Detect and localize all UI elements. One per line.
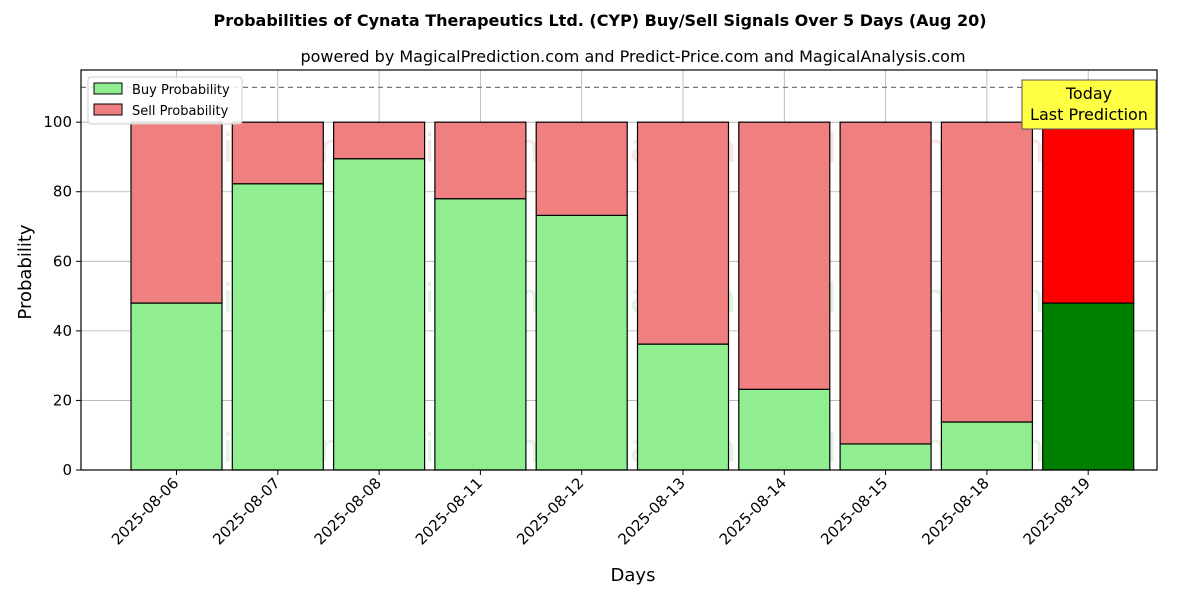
bar-buy — [738, 388, 831, 471]
x-axis-ticks: 2025-08-06 2025-08-07 2025-08-08 2025-08-11… — [108, 470, 1094, 548]
bar-sell — [434, 121, 527, 200]
legend-box — [87, 76, 243, 125]
y-axis-ticks: 0 20 40 60 80 100 — [43, 113, 81, 479]
legend-swatch-sell — [93, 103, 123, 116]
x-axis-label: Days — [611, 565, 656, 586]
bar-buy — [1042, 302, 1135, 471]
x-tick-label: 2025-08-19 — [1020, 474, 1094, 548]
bar-sell — [738, 121, 831, 390]
x-tick-label: 2025-08-12 — [513, 474, 587, 548]
y-tick-label: 20 — [53, 391, 72, 409]
x-tick-label: 2025-08-15 — [817, 474, 891, 548]
today-annotation: Today Last Prediction — [1021, 79, 1157, 130]
annotation-line-2: Last Prediction — [1030, 105, 1148, 124]
x-tick-label: 2025-08-08 — [311, 474, 385, 548]
y-tick-label: 100 — [43, 113, 72, 131]
x-tick-label: 2025-08-11 — [412, 474, 486, 548]
chart-subtitle: powered by MagicalPrediction.com and Pre… — [300, 47, 965, 66]
y-tick-label: 80 — [53, 183, 72, 201]
plot-frame — [80, 69, 1158, 471]
bar-sell — [231, 121, 324, 185]
bar-buy — [130, 302, 223, 471]
legend-swatch-buy — [93, 82, 123, 95]
bar-buy — [231, 183, 324, 471]
bar-sell — [1042, 121, 1135, 304]
legend-label-sell: Sell Probability — [132, 104, 229, 119]
annotation-line-1: Today — [1065, 84, 1112, 103]
y-axis-label: Probability — [15, 224, 36, 319]
bar-sell — [636, 121, 730, 345]
x-tick-label: 2025-08-18 — [918, 474, 992, 548]
x-tick-label: 2025-08-13 — [614, 474, 688, 548]
chart-title: Probabilities of Cynata Therapeutics Ltd… — [213, 11, 986, 30]
legend-label-buy: Buy Probability — [132, 83, 230, 98]
annotation-box — [1021, 79, 1157, 130]
bar-sell — [940, 121, 1034, 423]
bar-buy — [839, 443, 932, 471]
bar-sell — [535, 121, 628, 216]
bar-buy — [333, 158, 426, 471]
x-tick-label: 2025-08-14 — [716, 474, 790, 548]
bar-buy — [636, 343, 730, 471]
bar-buy — [535, 214, 628, 471]
y-tick-label: 40 — [53, 322, 72, 340]
bar-sell — [130, 121, 223, 304]
bar-buy — [940, 421, 1034, 471]
x-tick-label: 2025-08-06 — [108, 474, 182, 548]
bar-buy — [434, 198, 527, 471]
bar-sell — [333, 121, 426, 160]
bar-sell — [839, 121, 932, 445]
legend: Buy Probability Sell Probability — [87, 76, 243, 125]
x-tick-label: 2025-08-07 — [209, 474, 283, 548]
y-tick-label: 60 — [53, 252, 72, 270]
y-tick-label: 0 — [62, 461, 72, 479]
bars — [130, 121, 1135, 471]
plot-border — [80, 69, 1158, 471]
